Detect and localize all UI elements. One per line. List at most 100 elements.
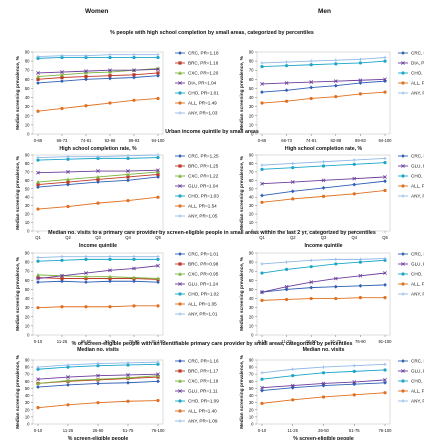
data-point	[352, 364, 356, 368]
series-line	[261, 60, 386, 68]
data-point	[285, 60, 289, 64]
data-point	[383, 90, 387, 94]
x-tick-label: 0-10	[34, 339, 43, 344]
data-point	[66, 180, 70, 184]
data-point	[108, 279, 112, 284]
data-point	[260, 181, 264, 186]
x-tick-label: 76-100	[151, 428, 165, 433]
data-point	[260, 271, 264, 275]
data-point	[126, 154, 130, 158]
y-tick-label: 70	[25, 169, 30, 174]
legend-entry: ALL, PR=1.54	[188, 204, 217, 209]
y-tick-label: 50	[249, 287, 254, 292]
data-point	[383, 362, 387, 366]
data-point	[36, 109, 40, 113]
x-tick-label: 94-100	[378, 138, 392, 143]
y-tick-label: 50	[25, 386, 30, 391]
x-tick-label: 89-93	[355, 138, 366, 143]
data-point	[291, 398, 295, 402]
x-tick-label: 91-100	[378, 339, 392, 344]
data-point	[260, 388, 264, 393]
x-axis-label: High school completion rate, %	[285, 146, 363, 152]
y-tick-label: 20	[25, 113, 30, 118]
data-point	[84, 274, 88, 279]
data-point	[290, 383, 295, 388]
data-point	[260, 82, 264, 86]
data-point	[383, 271, 387, 275]
data-point	[383, 380, 387, 385]
series-line	[261, 258, 386, 265]
y-tick-label: 10	[25, 323, 30, 328]
legend-marker	[178, 164, 182, 168]
data-point	[156, 255, 160, 259]
data-point	[156, 360, 160, 364]
y-tick-label: 40	[25, 296, 30, 301]
legend-marker	[178, 262, 182, 266]
y-tick-label: 20	[249, 212, 254, 217]
y-tick-label: 30	[249, 104, 254, 109]
y-tick-label: 50	[25, 287, 30, 292]
data-point	[309, 96, 313, 101]
legend-entry: CRC, PR=1.30	[411, 51, 424, 56]
data-point	[36, 385, 40, 389]
data-point	[352, 192, 356, 196]
data-point	[156, 168, 160, 173]
data-point	[108, 76, 112, 81]
data-point	[132, 98, 136, 102]
data-point	[358, 257, 362, 261]
y-tick-label: 60	[249, 278, 254, 283]
series-line	[261, 272, 386, 293]
data-point	[60, 72, 64, 77]
chart-title: Median no. visits to a primary care prov…	[48, 230, 376, 236]
legend-entry: CHO, PR=1.10	[411, 174, 424, 179]
data-point	[334, 257, 338, 261]
data-point	[84, 257, 88, 261]
legend-entry: ANY, PR=1.05	[188, 214, 218, 219]
data-point	[108, 68, 112, 73]
data-point	[321, 178, 326, 183]
data-point	[260, 64, 264, 69]
series-line	[37, 98, 159, 112]
data-point	[126, 375, 130, 380]
data-point	[96, 401, 100, 405]
y-tick-label: 90	[25, 153, 30, 158]
data-point	[321, 395, 326, 399]
data-point	[309, 280, 314, 285]
legend-marker	[178, 379, 182, 383]
y-tick-label: 0	[27, 333, 30, 338]
data-point	[285, 297, 289, 302]
data-point	[291, 197, 295, 201]
legend-marker	[178, 174, 182, 178]
legend-marker	[178, 111, 182, 115]
data-point	[84, 70, 88, 75]
data-point	[333, 79, 338, 84]
y-tick-label: 40	[25, 95, 30, 100]
data-point	[126, 380, 130, 385]
data-point	[358, 78, 363, 83]
data-point	[290, 180, 295, 184]
data-point	[321, 365, 326, 369]
data-point	[36, 74, 40, 79]
legend-entry: CRC, PR=1.39	[411, 154, 424, 159]
data-point	[96, 373, 100, 378]
x-tick-label: Q1	[35, 235, 41, 240]
data-point	[66, 157, 70, 161]
legend-marker	[401, 389, 405, 393]
data-point	[66, 155, 70, 159]
x-tick-label: 94-100	[151, 138, 165, 143]
x-tick-label: 11-25	[281, 339, 292, 344]
data-point	[60, 79, 64, 84]
legend-entry: CRC, PR=1.09	[411, 252, 424, 257]
x-tick-label: 76-90	[355, 339, 366, 344]
chart-title: % of screen-eligible people with an iden…	[72, 341, 353, 347]
data-point	[156, 398, 160, 403]
data-point	[285, 99, 289, 103]
data-point	[66, 182, 70, 187]
data-point	[156, 155, 160, 160]
legend-marker	[401, 282, 405, 286]
y-tick-label: 70	[249, 269, 254, 274]
y-tick-label: 60	[249, 77, 254, 82]
data-point	[156, 96, 160, 101]
data-point	[132, 304, 136, 308]
